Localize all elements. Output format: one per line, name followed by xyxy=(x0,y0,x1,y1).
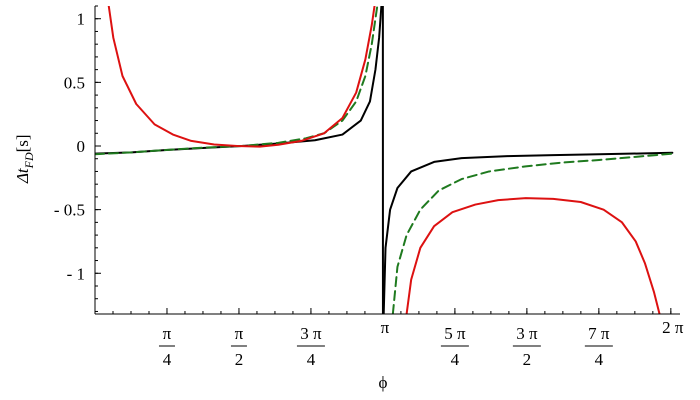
y-tick-label: 1 xyxy=(77,10,86,29)
y-tick-label: - 1 xyxy=(67,264,85,283)
y-axis-title-unit: [s] xyxy=(13,134,32,152)
x-tick-denominator: 4 xyxy=(595,350,604,369)
x-tick-denominator: 4 xyxy=(307,350,316,369)
x-tick-denominator: 4 xyxy=(451,350,460,369)
y-axis-title-prefix: Δt xyxy=(13,167,32,184)
x-tick-numerator: 3 π xyxy=(300,324,322,343)
x-tick-fraction: 5 π4 xyxy=(440,324,469,369)
x-tick-fraction: π2 xyxy=(230,324,247,369)
series-line-6 xyxy=(107,6,376,148)
series-line-7 xyxy=(405,197,661,314)
x-tick-fraction: 7 π4 xyxy=(584,324,613,369)
x-tick-numerator: 7 π xyxy=(588,324,610,343)
series-line-3 xyxy=(382,151,674,314)
x-tick-numerator: π xyxy=(235,324,244,343)
y-tick-label: - 0.5 xyxy=(54,201,85,220)
x-tick-denominator: 4 xyxy=(163,350,172,369)
x-tick-fraction: π4 xyxy=(158,324,175,369)
series-line-5 xyxy=(391,152,674,314)
y-tick-label: 0.5 xyxy=(64,73,85,92)
series-line-4 xyxy=(95,6,379,156)
x-tick-denominator: 2 xyxy=(523,350,532,369)
x-tick-fraction: 3 π4 xyxy=(296,324,325,369)
x-tick-denominator: 2 xyxy=(235,350,244,369)
x-tick-fraction: 3 π2 xyxy=(512,324,541,369)
y-axis-title-subscript: FD xyxy=(22,152,36,169)
y-axis-title: ΔtFD[s] xyxy=(13,134,36,184)
x-axis-title: ϕ xyxy=(378,373,387,392)
series-line-1 xyxy=(95,6,383,155)
x-tick-label: 2 π xyxy=(662,318,684,337)
x-tick-numerator: 3 π xyxy=(516,324,538,343)
x-tick-numerator: 5 π xyxy=(444,324,466,343)
x-tick-numerator: π xyxy=(163,324,172,343)
x-tick-label: π xyxy=(381,318,390,337)
y-tick-label: 0 xyxy=(77,137,86,156)
plot-lines xyxy=(95,6,674,314)
